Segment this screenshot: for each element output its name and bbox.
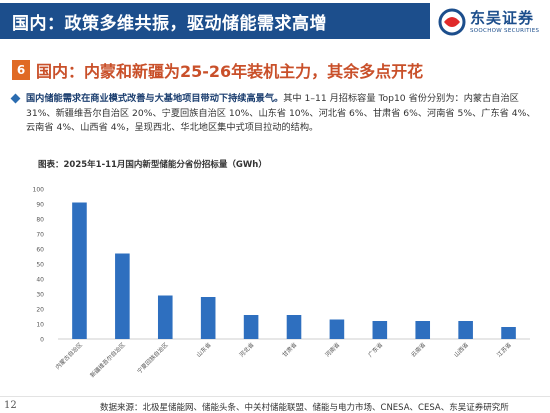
chart-title: 图表：2025年1-11月国内新型储能分省份招标量（GWh）: [38, 160, 267, 170]
x-tick-label: 河北省: [238, 341, 256, 359]
y-tick-label: 60: [36, 247, 44, 254]
y-tick-label: 0: [40, 337, 44, 344]
bullet-text: 国内储能需求在商业模式改善与大基地项目带动下持续高景气。其中 1–11 月招标容…: [26, 92, 542, 136]
source-note: 数据来源：北极星储能网、储能头条、中关村储能联盟、储能与电力市场、CNESA、C…: [100, 403, 509, 413]
bar: [415, 321, 431, 339]
bar: [329, 319, 345, 339]
logo-mark-icon: [438, 8, 466, 36]
x-tick-label: 宁夏回族自治区: [135, 341, 169, 375]
section-number: 6: [12, 60, 30, 80]
bar: [200, 297, 216, 339]
x-tick-label: 江苏省: [495, 341, 513, 359]
header-bar: [0, 3, 430, 39]
y-tick-label: 100: [33, 187, 45, 194]
y-tick-label: 80: [36, 217, 44, 224]
y-tick-label: 20: [36, 307, 44, 314]
x-tick-label: 内蒙古自治区: [54, 341, 84, 371]
x-tick-label: 甘肃省: [280, 341, 298, 359]
page-number: 12: [4, 400, 17, 411]
y-tick-label: 70: [36, 232, 44, 239]
x-tick-label: 云南省: [409, 341, 427, 359]
y-tick-label: 40: [36, 277, 44, 284]
y-tick-label: 90: [36, 202, 44, 209]
company-logo: 东吴证券 SOOCHOW SECURITIES: [438, 6, 548, 42]
y-tick-label: 50: [36, 262, 44, 269]
section-title: 国内：内蒙和新疆为25-26年装机主力，其余多点开花: [36, 62, 424, 81]
bar: [243, 315, 259, 339]
x-tick-label: 广东省: [366, 341, 384, 359]
y-tick-label: 30: [36, 292, 44, 299]
bullet-paragraph: 国内储能需求在商业模式改善与大基地项目带动下持续高景气。其中 1–11 月招标容…: [10, 92, 542, 136]
logo-name: 东吴证券: [470, 9, 535, 27]
bar: [115, 253, 130, 339]
header-banner: 国内：政策多维共振，驱动储能需求高增 东吴证券 SOOCHOW SECURITI…: [0, 0, 550, 48]
bar: [72, 202, 87, 339]
bar: [501, 327, 516, 339]
bar: [372, 321, 388, 339]
x-tick-label: 山西省: [452, 341, 470, 359]
x-tick-label: 河南省: [323, 341, 341, 359]
y-tick-label: 10: [36, 322, 44, 329]
x-tick-label: 新疆维吾尔自治区: [88, 341, 127, 380]
logo-english-name: SOOCHOW SECURITIES: [470, 28, 540, 34]
page-title: 国内：政策多维共振，驱动储能需求高增: [12, 14, 327, 34]
section-heading: 6 国内：内蒙和新疆为25-26年装机主力，其余多点开花: [12, 58, 542, 84]
bullet-body-text: 其中 1–11 月招标容量 Top10 省份分别为：内蒙古自治区 31%、新疆维…: [26, 93, 536, 133]
bullet-bold-text: 国内储能需求在商业模式改善与大基地项目带动下持续高景气。: [26, 93, 284, 104]
bar: [157, 295, 173, 339]
bar: [286, 315, 302, 339]
bar: [458, 321, 473, 339]
footer-divider: [0, 396, 550, 397]
x-tick-label: 山东省: [195, 341, 213, 359]
